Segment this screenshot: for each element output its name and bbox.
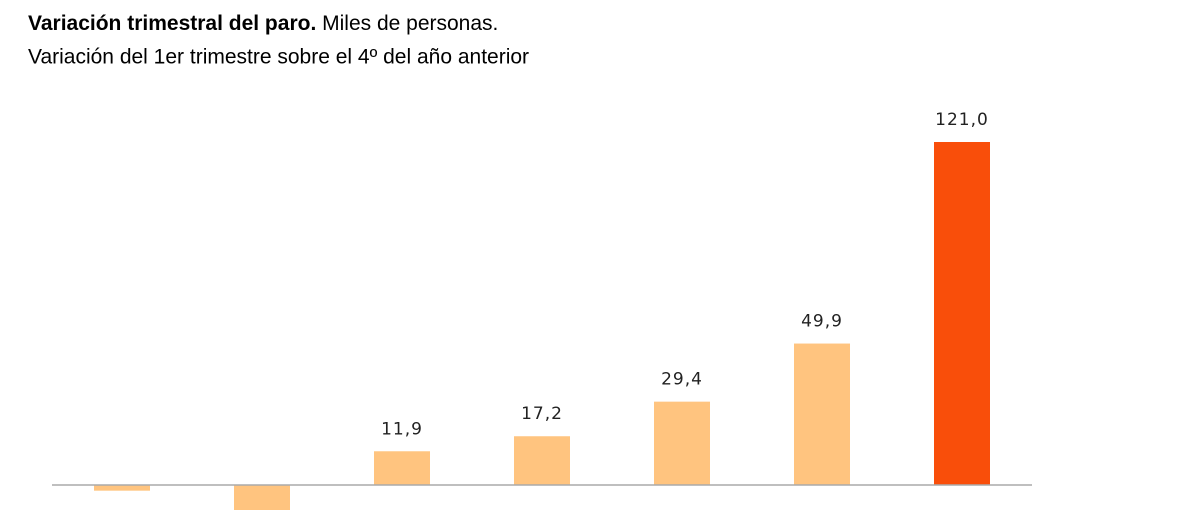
chart-title-line: Variación trimestral del paro. Miles de … <box>28 12 498 35</box>
value-label: 121,0 <box>935 110 989 130</box>
chart-units: Miles de personas. <box>322 12 498 35</box>
chart-title: Variación trimestral del paro. <box>28 12 316 35</box>
value-label: 11,9 <box>381 419 423 439</box>
bar <box>94 485 150 491</box>
chart-subtitle: Variación del 1er trimestre sobre el 4º … <box>28 46 529 69</box>
value-label: 17,2 <box>521 404 563 424</box>
bar <box>794 343 850 485</box>
bar <box>374 451 430 485</box>
bar <box>514 436 570 485</box>
value-label: 49,9 <box>801 312 843 332</box>
bar <box>234 485 290 510</box>
bar <box>934 142 990 485</box>
value-label: 29,4 <box>661 370 703 390</box>
bar <box>654 401 710 485</box>
